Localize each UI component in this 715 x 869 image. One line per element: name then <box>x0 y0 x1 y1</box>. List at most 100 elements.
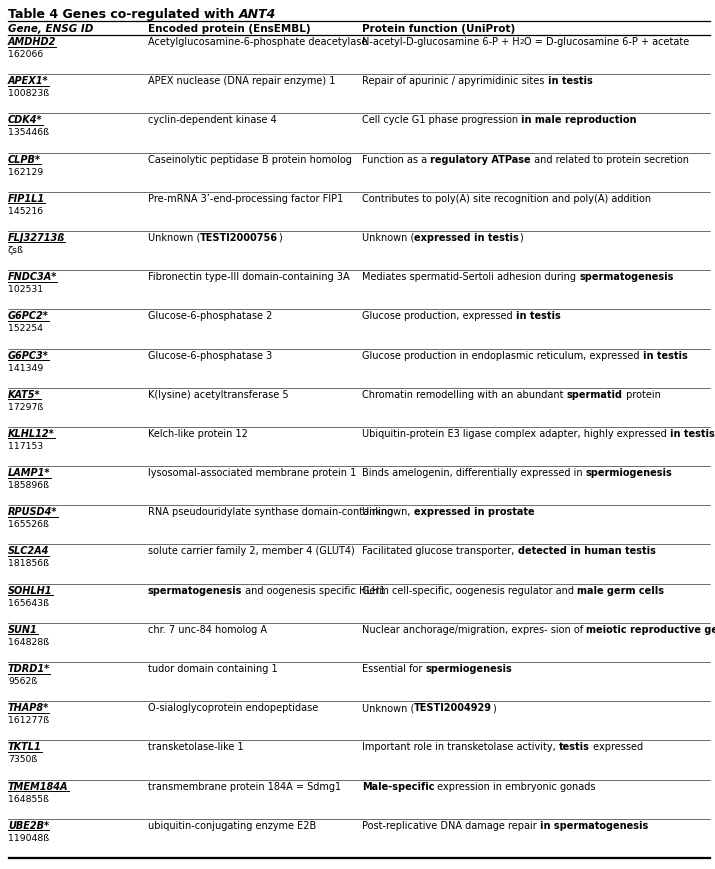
Text: in male reproduction: in male reproduction <box>521 116 637 125</box>
Text: protein: protein <box>623 389 661 399</box>
Text: Pre-mRNA 3’-end-processing factor FIP1: Pre-mRNA 3’-end-processing factor FIP1 <box>148 194 343 203</box>
Text: KLHL12*: KLHL12* <box>8 428 55 438</box>
Text: Glucose-6-phosphatase 3: Glucose-6-phosphatase 3 <box>148 350 272 360</box>
Text: regulatory ATPase: regulatory ATPase <box>430 155 531 164</box>
Text: Male-specific: Male-specific <box>362 780 435 791</box>
Text: Repair of apurinic / apyrimidinic sites: Repair of apurinic / apyrimidinic sites <box>362 76 548 86</box>
Text: meiotic reproductive gene: meiotic reproductive gene <box>586 624 715 634</box>
Text: 165526ß: 165526ß <box>8 520 49 528</box>
Text: LAMP1*: LAMP1* <box>8 468 51 478</box>
Text: expressed: expressed <box>590 741 643 752</box>
Text: spermatogenesis: spermatogenesis <box>579 272 674 282</box>
Text: cyclin-dependent kinase 4: cyclin-dependent kinase 4 <box>148 116 277 125</box>
Text: Essential for: Essential for <box>362 663 425 673</box>
Text: 17297ß: 17297ß <box>8 402 43 411</box>
Text: spermatid: spermatid <box>566 389 623 399</box>
Text: Protein function (UniProt): Protein function (UniProt) <box>362 24 516 34</box>
Text: expressed in testis: expressed in testis <box>415 233 519 242</box>
Text: CLPB*: CLPB* <box>8 155 41 164</box>
Text: N-acetyl-D-glucosamine 6-P + H: N-acetyl-D-glucosamine 6-P + H <box>362 37 520 47</box>
Text: testis: testis <box>559 741 590 752</box>
Text: 7350ß: 7350ß <box>8 754 37 764</box>
Text: Cell cycle G1 phase progression: Cell cycle G1 phase progression <box>362 116 521 125</box>
Text: 162129: 162129 <box>8 168 43 176</box>
Text: SUN1: SUN1 <box>8 624 38 634</box>
Text: 165643ß: 165643ß <box>8 598 49 607</box>
Text: Gene, ENSG ID: Gene, ENSG ID <box>8 24 94 34</box>
Text: Germ cell-specific, oogenesis regulator and: Germ cell-specific, oogenesis regulator … <box>362 585 577 595</box>
Text: RNA pseudouridylate synthase domain-containing: RNA pseudouridylate synthase domain-cont… <box>148 507 393 517</box>
Text: spermatogenesis: spermatogenesis <box>148 585 242 595</box>
Text: ζsß: ζsß <box>8 246 24 255</box>
Text: and related to protein secretion: and related to protein secretion <box>531 155 689 164</box>
Text: AMDHD2: AMDHD2 <box>8 37 56 47</box>
Text: Unknown,: Unknown, <box>362 507 413 517</box>
Text: Fibronectin type-III domain-containing 3A: Fibronectin type-III domain-containing 3… <box>148 272 350 282</box>
Text: 161277ß: 161277ß <box>8 715 49 725</box>
Text: G6PC2*: G6PC2* <box>8 311 49 321</box>
Text: K(lysine) acetyltransferase 5: K(lysine) acetyltransferase 5 <box>148 389 289 399</box>
Text: solute carrier family 2, member 4 (GLUT4): solute carrier family 2, member 4 (GLUT4… <box>148 546 355 556</box>
Text: 185896ß: 185896ß <box>8 481 49 489</box>
Text: 100823ß: 100823ß <box>8 90 49 98</box>
Text: in testis: in testis <box>670 428 714 438</box>
Text: CDK4*: CDK4* <box>8 116 43 125</box>
Text: 152254: 152254 <box>8 324 43 333</box>
Text: Binds amelogenin, differentially expressed in: Binds amelogenin, differentially express… <box>362 468 586 478</box>
Text: Facilitated glucose transporter,: Facilitated glucose transporter, <box>362 546 518 556</box>
Text: detected in human testis: detected in human testis <box>518 546 656 556</box>
Text: RPUSD4*: RPUSD4* <box>8 507 57 517</box>
Text: Kelch-like protein 12: Kelch-like protein 12 <box>148 428 248 438</box>
Text: ANT4: ANT4 <box>239 8 276 21</box>
Text: G6PC3*: G6PC3* <box>8 350 49 360</box>
Text: APEX nuclease (DNA repair enzyme) 1: APEX nuclease (DNA repair enzyme) 1 <box>148 76 335 86</box>
Text: expressed in prostate: expressed in prostate <box>413 507 534 517</box>
Text: 162066: 162066 <box>8 50 43 59</box>
Text: Function as a: Function as a <box>362 155 430 164</box>
Text: 102531: 102531 <box>8 285 43 294</box>
Text: 141349: 141349 <box>8 363 43 372</box>
Text: 164828ß: 164828ß <box>8 637 49 647</box>
Text: TESTI2000756: TESTI2000756 <box>200 233 278 242</box>
Text: in testis: in testis <box>516 311 561 321</box>
Text: Important role in transketolase activity,: Important role in transketolase activity… <box>362 741 559 752</box>
Text: ): ) <box>493 702 496 713</box>
Text: and oogenesis specific HLH1: and oogenesis specific HLH1 <box>242 585 386 595</box>
Text: in testis: in testis <box>643 350 687 360</box>
Text: 2: 2 <box>520 38 524 44</box>
Text: TDRD1*: TDRD1* <box>8 663 50 673</box>
Text: 9562ß: 9562ß <box>8 676 37 686</box>
Text: spermiogenesis: spermiogenesis <box>586 468 673 478</box>
Text: FLJ32713ß: FLJ32713ß <box>8 233 65 242</box>
Text: FNDC3A*: FNDC3A* <box>8 272 57 282</box>
Text: in spermatogenesis: in spermatogenesis <box>540 819 648 830</box>
Text: SOHLH1: SOHLH1 <box>8 585 52 595</box>
Text: Nuclear anchorage/migration, expres- sion of: Nuclear anchorage/migration, expres- sio… <box>362 624 586 634</box>
Text: ubiquitin-conjugating enzyme E2B: ubiquitin-conjugating enzyme E2B <box>148 819 316 830</box>
Text: 135446ß: 135446ß <box>8 129 49 137</box>
Text: APEX1*: APEX1* <box>8 76 49 86</box>
Text: male germ cells: male germ cells <box>577 585 664 595</box>
Text: Acetylglucosamine-6-phosphate deacetylase: Acetylglucosamine-6-phosphate deacetylas… <box>148 37 368 47</box>
Text: O-sialoglycoprotein endopeptidase: O-sialoglycoprotein endopeptidase <box>148 702 318 713</box>
Text: TKTL1: TKTL1 <box>8 741 41 752</box>
Text: ): ) <box>519 233 523 242</box>
Text: chr. 7 unc-84 homolog A: chr. 7 unc-84 homolog A <box>148 624 267 634</box>
Text: Mediates spermatid-Sertoli adhesion during: Mediates spermatid-Sertoli adhesion duri… <box>362 272 579 282</box>
Text: KAT5*: KAT5* <box>8 389 41 399</box>
Text: O = D-glucosamine 6-P + acetate: O = D-glucosamine 6-P + acetate <box>524 37 689 47</box>
Text: 119048ß: 119048ß <box>8 833 49 842</box>
Text: ): ) <box>278 233 282 242</box>
Text: TESTI2004929: TESTI2004929 <box>415 702 493 713</box>
Text: 117153: 117153 <box>8 441 43 450</box>
Text: 164855ß: 164855ß <box>8 793 49 803</box>
Text: Post-replicative DNA damage repair: Post-replicative DNA damage repair <box>362 819 540 830</box>
Text: SLC2A4: SLC2A4 <box>8 546 49 556</box>
Text: in testis: in testis <box>548 76 592 86</box>
Text: Unknown (: Unknown ( <box>362 702 415 713</box>
Text: FIP1L1: FIP1L1 <box>8 194 45 203</box>
Text: Unknown (: Unknown ( <box>148 233 200 242</box>
Text: Table 4 Genes co-regulated with: Table 4 Genes co-regulated with <box>8 8 239 21</box>
Text: UBE2B*: UBE2B* <box>8 819 49 830</box>
Text: Contributes to poly(A) site recognition and poly(A) addition: Contributes to poly(A) site recognition … <box>362 194 651 203</box>
